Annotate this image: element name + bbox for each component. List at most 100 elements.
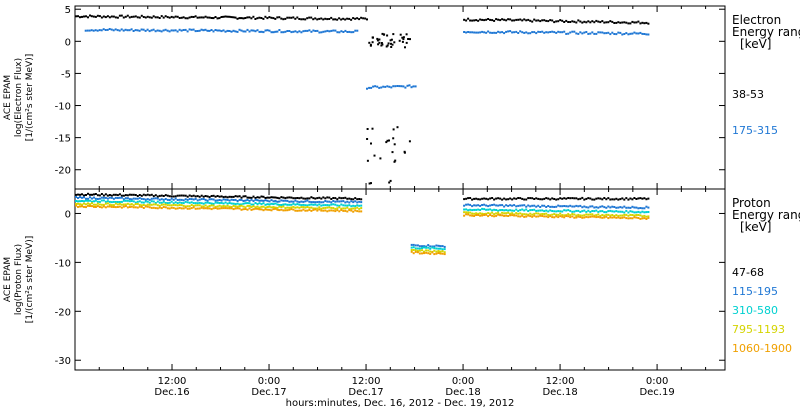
- proton-point: [501, 211, 504, 214]
- proton-point: [280, 199, 283, 202]
- proton-point: [503, 205, 506, 208]
- electron-point: [172, 29, 175, 32]
- proton-point: [316, 201, 319, 204]
- electron-point: [170, 15, 173, 18]
- proton-point: [573, 216, 576, 219]
- electron-point: [258, 30, 261, 33]
- proton-point: [276, 196, 279, 199]
- proton-point: [146, 205, 149, 208]
- proton-point: [593, 214, 596, 217]
- electron-point: [637, 32, 640, 35]
- electron-point: [264, 29, 267, 32]
- electron-point: [210, 17, 213, 19]
- proton-point: [164, 206, 167, 209]
- proton-point: [545, 197, 548, 200]
- proton-point: [278, 197, 281, 200]
- proton-point: [270, 209, 273, 212]
- proton-point: [122, 199, 125, 202]
- proton-point: [629, 197, 632, 200]
- electron-point: [643, 22, 646, 25]
- proton-point: [515, 205, 518, 208]
- proton-point: [591, 213, 594, 216]
- proton-point: [178, 198, 181, 201]
- electron-point: [481, 30, 484, 33]
- electron-point: [625, 32, 628, 35]
- proton-point: [128, 203, 131, 206]
- proton-point: [334, 200, 337, 203]
- proton-point: [437, 250, 440, 252]
- electron-point: [170, 29, 173, 32]
- proton-point: [154, 194, 157, 197]
- electron-point: [176, 15, 179, 18]
- proton-point: [304, 206, 307, 209]
- electron-legend-title: Energy ranges: [732, 25, 800, 39]
- proton-point: [136, 200, 139, 203]
- proton-point: [278, 205, 281, 208]
- proton-point: [110, 205, 113, 208]
- electron-point: [248, 16, 251, 19]
- proton-point: [354, 205, 357, 208]
- proton-point: [481, 214, 484, 217]
- proton-point: [194, 197, 197, 200]
- electron-point: [328, 18, 331, 20]
- electron-point: [479, 31, 482, 34]
- proton-point: [114, 202, 117, 205]
- proton-point: [124, 205, 127, 208]
- proton-point: [250, 208, 253, 211]
- proton-point: [489, 204, 492, 207]
- electron-point: [553, 21, 556, 24]
- proton-point: [284, 199, 287, 202]
- proton-point: [360, 204, 363, 207]
- proton-point: [218, 204, 221, 207]
- proton-point: [98, 203, 101, 206]
- electron-point: [473, 19, 476, 22]
- electron-point: [493, 19, 496, 22]
- proton-point: [204, 201, 207, 204]
- electron-point: [362, 17, 365, 20]
- proton-point: [555, 198, 558, 201]
- electron-point: [148, 30, 151, 33]
- proton-point: [479, 198, 482, 201]
- electron-point: [214, 29, 217, 31]
- proton-point: [473, 208, 476, 211]
- electron-point: [290, 16, 293, 19]
- electron-point: [232, 29, 235, 32]
- proton-point: [224, 198, 227, 201]
- electron-point: [224, 30, 227, 33]
- electron-point: [563, 21, 566, 23]
- electron-point: [581, 32, 584, 35]
- proton-point: [475, 197, 478, 200]
- proton-point: [310, 196, 313, 199]
- electron-point: [246, 16, 249, 19]
- proton-point: [525, 205, 528, 208]
- electron-point: [531, 20, 534, 23]
- electron-point: [392, 85, 395, 88]
- proton-point: [627, 211, 630, 214]
- proton-point: [551, 205, 554, 208]
- proton-point: [535, 197, 538, 200]
- electron-point: [471, 31, 474, 34]
- proton-point: [242, 205, 245, 208]
- electron-point: [495, 31, 498, 34]
- proton-point: [276, 203, 279, 206]
- proton-point: [220, 205, 223, 208]
- electron-point: [334, 18, 337, 21]
- proton-point: [493, 213, 496, 216]
- proton-point: [300, 209, 303, 212]
- electron-point: [396, 85, 399, 87]
- proton-point: [332, 207, 335, 209]
- proton-point: [439, 245, 442, 248]
- proton-point: [521, 197, 524, 200]
- proton-point: [206, 207, 209, 210]
- proton-point: [465, 208, 468, 211]
- proton-point: [212, 207, 215, 210]
- electron-point: [539, 31, 542, 33]
- proton-point: [75, 196, 77, 198]
- proton-point: [202, 198, 205, 200]
- proton-point: [75, 193, 77, 196]
- electron-point: [645, 33, 648, 36]
- proton-point: [192, 202, 195, 205]
- proton-point: [597, 206, 600, 209]
- proton-point: [609, 198, 612, 201]
- electron-point: [92, 29, 95, 32]
